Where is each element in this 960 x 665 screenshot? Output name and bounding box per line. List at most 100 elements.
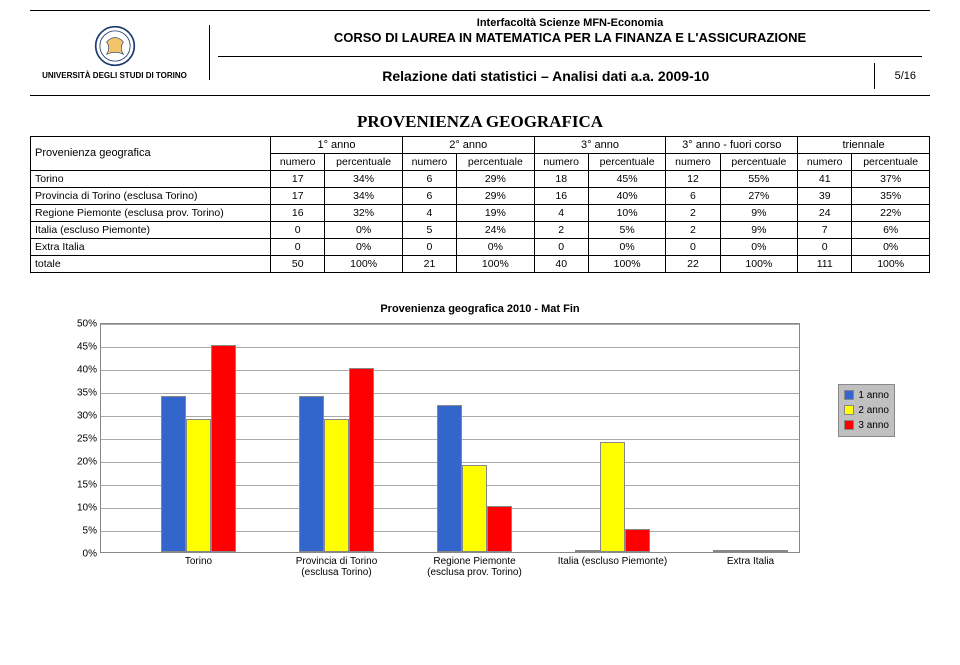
sub-col: percentuale [852, 153, 930, 170]
y-tick-label: 35% [77, 387, 101, 398]
x-category-label: Extra Italia [693, 552, 808, 568]
table-row: totale50100%21100%40100%22100%111100% [31, 255, 930, 272]
cell: 18 [534, 170, 588, 187]
cell: 29% [457, 187, 535, 204]
cell: 6% [852, 221, 930, 238]
x-category-label: Italia (escluso Piemonte) [555, 552, 670, 568]
col-anno1: 1° anno [271, 136, 403, 153]
cell: 4 [402, 204, 456, 221]
cell: 10% [588, 204, 666, 221]
sub-col: percentuale [720, 153, 798, 170]
cell: 100% [588, 255, 666, 272]
cell: 0% [325, 238, 403, 255]
cell: 35% [852, 187, 930, 204]
cell: 22 [666, 255, 720, 272]
col-triennale: triennale [798, 136, 930, 153]
cell: 100% [852, 255, 930, 272]
cell: 0% [720, 238, 798, 255]
section-title: PROVENIENZA GEOGRAFICA [30, 112, 930, 132]
cell: 5% [588, 221, 666, 238]
bar-chart: 1 anno2 anno3 anno 0%5%10%15%20%25%30%35… [100, 323, 800, 553]
bar [437, 405, 462, 552]
cell: 32% [325, 204, 403, 221]
cell: 0 [271, 221, 325, 238]
page-header: UNIVERSITÀ DEGLI STUDI DI TORINO Interfa… [30, 10, 930, 96]
bar [349, 368, 374, 552]
table-row: Torino1734%629%1845%1255%4137% [31, 170, 930, 187]
row-label: Torino [31, 170, 271, 187]
col-anno3: 3° anno [534, 136, 666, 153]
sub-col: numero [534, 153, 588, 170]
report-title: Relazione dati statistici – Analisi dati… [218, 68, 874, 84]
y-tick-label: 30% [77, 410, 101, 421]
cell: 100% [457, 255, 535, 272]
chart-legend: 1 anno2 anno3 anno [838, 384, 895, 437]
legend-label: 1 anno [858, 388, 889, 403]
cell: 6 [666, 187, 720, 204]
course-line: CORSO DI LAUREA IN MATEMATICA PER LA FIN… [334, 31, 806, 46]
cell: 45% [588, 170, 666, 187]
y-tick-label: 5% [83, 525, 101, 536]
header-row-2: Relazione dati statistici – Analisi dati… [218, 63, 922, 89]
cell: 0% [457, 238, 535, 255]
row-label: Extra Italia [31, 238, 271, 255]
cell: 12 [666, 170, 720, 187]
y-tick-label: 50% [77, 318, 101, 329]
sub-col: percentuale [325, 153, 403, 170]
cell: 9% [720, 221, 798, 238]
header-divider [218, 56, 922, 57]
chart-wrap: 1 anno2 anno3 anno 0%5%10%15%20%25%30%35… [60, 323, 900, 553]
cell: 4 [534, 204, 588, 221]
x-category-label: Regione Piemonte (esclusa prov. Torino) [417, 552, 532, 579]
cell: 19% [457, 204, 535, 221]
row-header-label: Provenienza geografica [31, 136, 271, 170]
row-label: Regione Piemonte (esclusa prov. Torino) [31, 204, 271, 221]
row-label: Provincia di Torino (esclusa Torino) [31, 187, 271, 204]
col-anno2: 2° anno [402, 136, 534, 153]
cell: 24% [457, 221, 535, 238]
cell: 24 [798, 204, 852, 221]
cell: 41 [798, 170, 852, 187]
legend-swatch [844, 390, 854, 400]
sub-col: numero [666, 153, 720, 170]
sub-col: percentuale [457, 153, 535, 170]
table-body: Torino1734%629%1845%1255%4137%Provincia … [31, 170, 930, 272]
col-anno3fc: 3° anno - fuori corso [666, 136, 798, 153]
cell: 2 [666, 204, 720, 221]
table-row: Regione Piemonte (esclusa prov. Torino) 1… [31, 204, 930, 221]
cell: 111 [798, 255, 852, 272]
gridline [101, 393, 799, 394]
y-tick-label: 15% [77, 479, 101, 490]
cell: 6 [402, 170, 456, 187]
table-row: Italia (escluso Piemonte)00%524%25%29%76… [31, 221, 930, 238]
y-tick-label: 45% [77, 341, 101, 352]
cell: 40% [588, 187, 666, 204]
cell: 0 [271, 238, 325, 255]
university-name: UNIVERSITÀ DEGLI STUDI DI TORINO [42, 71, 187, 80]
cell: 100% [720, 255, 798, 272]
cell: 7 [798, 221, 852, 238]
cell: 100% [325, 255, 403, 272]
cell: 0 [402, 238, 456, 255]
chart-title: Provenienza geografica 2010 - Mat Fin [30, 303, 930, 315]
sub-col: numero [798, 153, 852, 170]
legend-label: 2 anno [858, 403, 889, 418]
cell: 21 [402, 255, 456, 272]
gridline [101, 324, 799, 325]
cell: 34% [325, 187, 403, 204]
gridline [101, 370, 799, 371]
cell: 0 [798, 238, 852, 255]
cell: 22% [852, 204, 930, 221]
table-row: Provincia di Torino (esclusa Torino)1734… [31, 187, 930, 204]
cell: 34% [325, 170, 403, 187]
bar [161, 396, 186, 552]
legend-label: 3 anno [858, 418, 889, 433]
cell: 55% [720, 170, 798, 187]
row-label: totale [31, 255, 271, 272]
header-left: UNIVERSITÀ DEGLI STUDI DI TORINO [30, 25, 210, 80]
cell: 2 [666, 221, 720, 238]
y-tick-label: 20% [77, 456, 101, 467]
bar [600, 442, 625, 552]
cell: 39 [798, 187, 852, 204]
cell: 37% [852, 170, 930, 187]
